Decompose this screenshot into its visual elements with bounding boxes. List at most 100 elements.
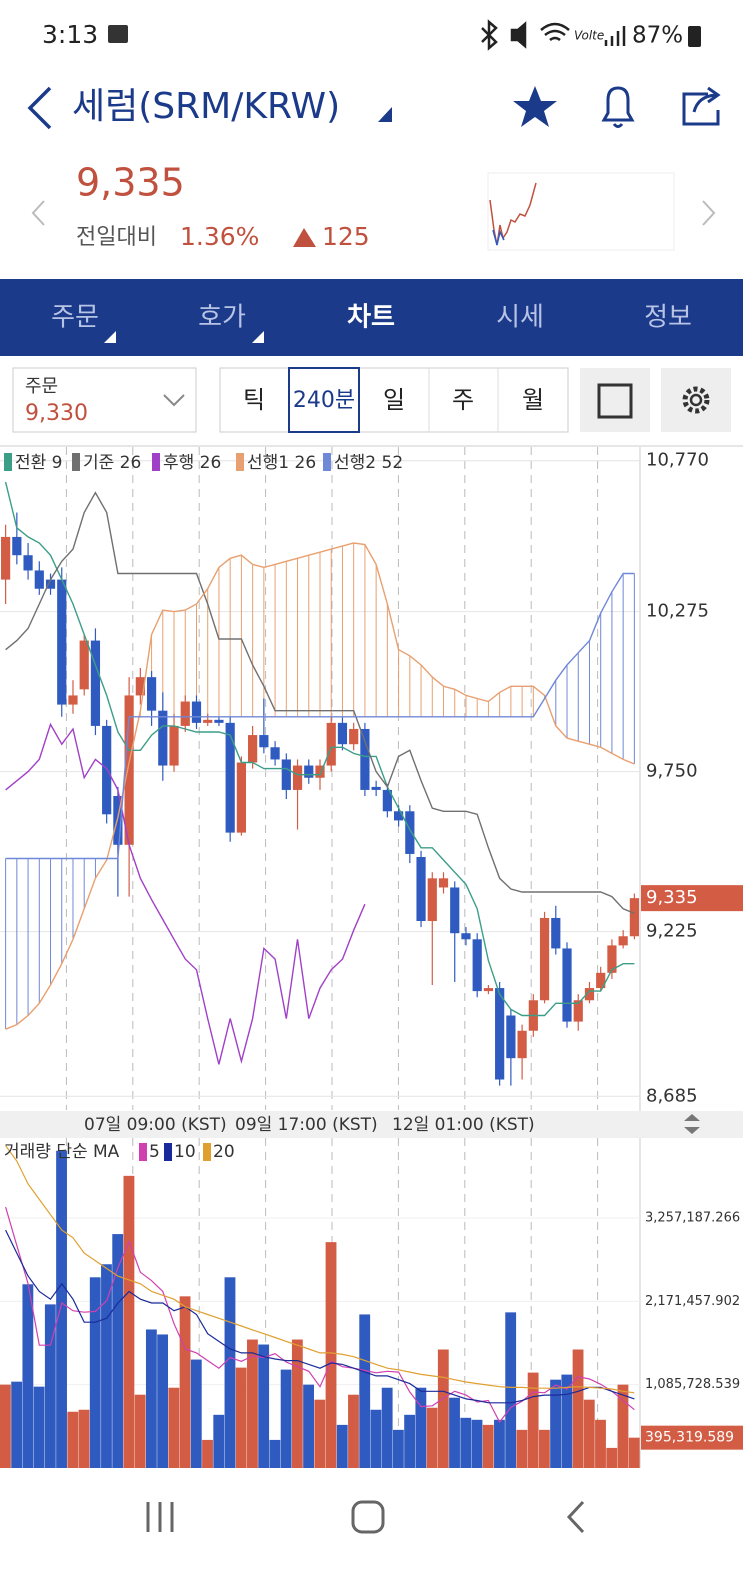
volume-bar	[482, 1424, 494, 1468]
volume-bar	[494, 1419, 505, 1468]
alert-button[interactable]	[601, 86, 635, 128]
volume-bar	[56, 1150, 67, 1468]
layout-button[interactable]	[580, 368, 650, 432]
candle-body	[629, 898, 639, 937]
volume-bar	[471, 1419, 483, 1468]
indicator-line	[4, 481, 635, 1017]
nav-recent[interactable]	[146, 1502, 174, 1532]
interval-button[interactable]: 주	[452, 386, 474, 414]
next-coin[interactable]	[702, 200, 716, 226]
title-dropdown[interactable]	[378, 107, 392, 122]
interval-button-selected[interactable]: 240분	[293, 388, 355, 413]
volume-bar	[370, 1409, 382, 1468]
candle-body	[146, 677, 157, 711]
volume-bar	[0, 1384, 11, 1468]
interval-selected-box	[288, 367, 360, 433]
candle-body	[573, 1000, 583, 1022]
back-button[interactable]	[27, 86, 52, 130]
candle-body	[427, 878, 437, 922]
change-amount: 125	[322, 222, 370, 251]
candle-body	[57, 579, 67, 705]
header-title[interactable]: 세럼(SRM/KRW)	[72, 86, 340, 127]
prev-coin[interactable]	[31, 200, 45, 226]
candle-body	[135, 677, 145, 696]
candle-body	[584, 988, 595, 1001]
candle-body	[393, 811, 404, 821]
change-label: 전일대비	[76, 225, 157, 250]
settings-button[interactable]	[661, 368, 731, 432]
last-volume-box	[641, 1425, 743, 1450]
nav-home[interactable]	[351, 1500, 385, 1534]
volume-bar	[572, 1349, 584, 1468]
legend-swatch	[236, 453, 244, 471]
interval-button[interactable]: 일	[383, 386, 405, 414]
interval-button[interactable]: 월	[522, 386, 544, 414]
volume-bar	[505, 1312, 517, 1468]
x-tick-label: 09일 17:00 (KST)	[235, 1115, 378, 1135]
volume-bar	[437, 1349, 449, 1468]
favorite-button[interactable]	[513, 86, 557, 127]
volume-bar	[134, 1394, 146, 1468]
chart-layer: 10,770 10,275 9,750 9,225 8,685 전환 9 기준 26 후행 2…	[0, 447, 743, 1468]
candle-body	[483, 988, 494, 992]
volume-bar	[258, 1344, 270, 1468]
volume-bar	[449, 1397, 460, 1468]
tab[interactable]: 주문	[51, 303, 99, 333]
candle-body	[326, 722, 336, 766]
x-tick-label: 12일 01:00 (KST)	[392, 1115, 535, 1135]
battery-icon	[688, 26, 701, 47]
volume-bar	[538, 1429, 550, 1468]
tab-menu-mark	[252, 331, 264, 343]
candle-body	[225, 722, 235, 833]
indicator-line	[5, 722, 366, 1065]
candle-body	[539, 917, 550, 1001]
x-tick-label: 07일 09:00 (KST)	[84, 1115, 227, 1135]
candle-body	[90, 640, 101, 726]
legend-swatch	[72, 453, 80, 471]
last-price-label: 9,335	[646, 887, 698, 908]
y-tick-label: 9,750	[646, 761, 698, 782]
candle-body	[607, 945, 617, 973]
candle-body	[102, 725, 112, 815]
candle-body	[371, 786, 381, 790]
volume-bar	[325, 1242, 337, 1468]
volume-bar	[11, 1381, 23, 1468]
dropdown-arrow	[163, 394, 185, 407]
volume-bar	[426, 1407, 438, 1468]
tab[interactable]: 호가	[198, 303, 246, 333]
candle-body	[416, 856, 426, 922]
tab[interactable]: 정보	[644, 303, 692, 333]
tab-selected[interactable]: 차트	[347, 303, 395, 333]
candle-body	[292, 765, 303, 790]
legend-swatch	[4, 453, 12, 471]
indicator-line	[5, 572, 635, 860]
volume-bar	[235, 1367, 247, 1468]
volume-bar	[168, 1387, 180, 1468]
candle-body	[158, 710, 168, 766]
candle-body	[236, 762, 247, 833]
candle-body	[203, 719, 213, 723]
y-tick-label: 1,085,728.539	[645, 1377, 740, 1392]
share-button[interactable]	[682, 86, 721, 126]
candle-body	[360, 728, 370, 790]
order-dropdown[interactable]	[12, 367, 197, 433]
volume-bar	[415, 1387, 427, 1468]
interval-button[interactable]: 틱	[243, 386, 265, 414]
legend-label: 후행 26	[163, 453, 221, 473]
indicator-line	[5, 491, 635, 915]
y-tick-label: 3,257,187.266	[645, 1211, 740, 1226]
volume-bar	[112, 1234, 124, 1468]
legend-swatch	[323, 453, 331, 471]
tab[interactable]: 시세	[496, 303, 544, 333]
resize-handle[interactable]	[684, 1114, 700, 1134]
candle-body	[495, 988, 505, 1080]
nav-back[interactable]	[566, 1500, 585, 1534]
candle-body	[506, 1015, 516, 1059]
last-price-box	[641, 885, 743, 912]
candle-body	[1, 536, 11, 580]
candle-body	[45, 579, 56, 589]
candle-body	[259, 735, 269, 748]
legend-label: 전환 9	[15, 453, 63, 473]
legend-label: 20	[213, 1142, 235, 1162]
candle-body	[315, 765, 325, 778]
